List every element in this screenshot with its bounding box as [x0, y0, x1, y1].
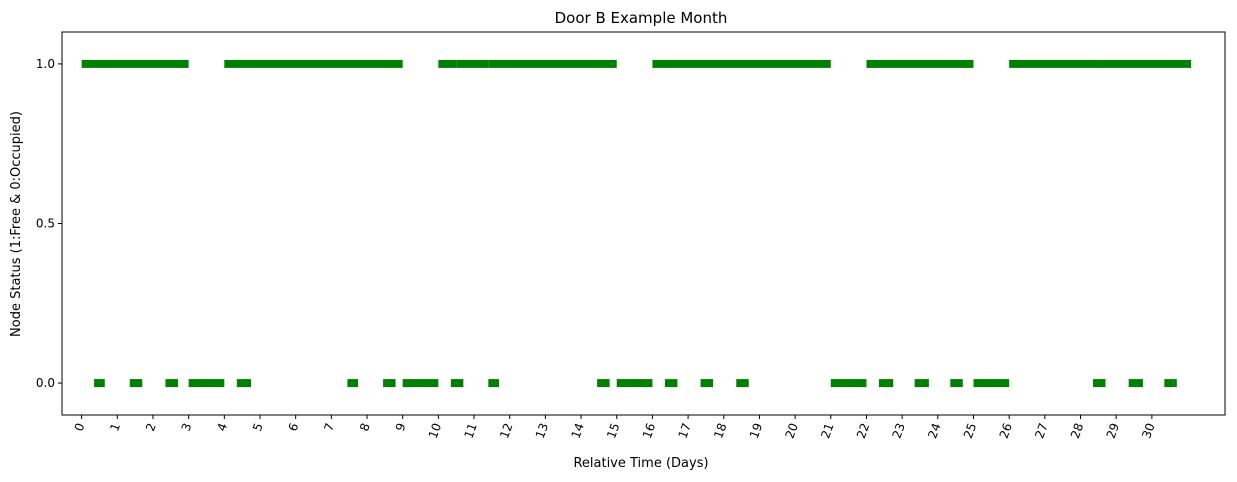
x-axis: 0 1 2 3 4 5 6 7 8 9 10 11 12 13 14 15 16 17 18 19 20 21 22 23 24… — [72, 415, 1158, 440]
status-0-segment — [830, 379, 867, 388]
status-0-segment — [188, 379, 225, 388]
status-0-segment — [383, 379, 396, 388]
status-0-segment — [129, 379, 143, 388]
x-tick-label: 7 — [321, 421, 337, 433]
status-0-segment — [597, 379, 610, 388]
x-tick-label: 22 — [854, 421, 872, 440]
x-tick-label: 5 — [250, 421, 266, 433]
status-1-segment — [81, 59, 189, 68]
x-tick-label: 16 — [640, 421, 658, 440]
x-tick-label: 20 — [783, 421, 801, 440]
status-1-segment — [224, 59, 403, 68]
x-tick-label: 6 — [286, 421, 302, 433]
status-0-segment — [1173, 379, 1177, 388]
x-tick-label: 0 — [72, 421, 88, 433]
x-tick-label: 21 — [818, 421, 836, 440]
x-tick-label: 15 — [604, 421, 622, 440]
x-tick-label: 27 — [1032, 421, 1050, 440]
status-0-segment — [700, 379, 714, 388]
status-0-segment — [402, 379, 439, 388]
status-0-segment — [664, 379, 678, 388]
x-axis-title: Relative Time (Days) — [573, 456, 708, 471]
status-1-segment — [866, 59, 974, 68]
y-tick-label: 0.0 — [36, 376, 55, 390]
x-tick-label: 25 — [961, 421, 979, 440]
status-0-segment — [1128, 379, 1143, 388]
status-0-segment — [1093, 379, 1106, 388]
status-1-segment — [488, 59, 617, 68]
x-tick-label: 1 — [107, 421, 123, 433]
x-tick-label: 14 — [569, 421, 587, 440]
x-tick-label: 4 — [214, 421, 230, 433]
x-tick-label: 2 — [143, 421, 159, 433]
x-tick-label: 26 — [997, 421, 1015, 440]
x-tick-label: 9 — [393, 421, 409, 433]
status-0-segment — [1164, 379, 1174, 388]
y-axis: 0.0 0.5 1.0 — [36, 57, 62, 390]
y-tick-label: 0.5 — [36, 217, 55, 231]
status-0-segment — [878, 379, 894, 388]
status-0-segment — [236, 379, 252, 388]
y-axis-title: Node Status (1:Free & 0:Occupied) — [9, 111, 24, 337]
x-tick-label: 18 — [711, 421, 729, 440]
x-tick-label: 17 — [676, 421, 694, 440]
x-tick-label: 3 — [179, 421, 195, 433]
x-tick-label: 29 — [1104, 421, 1122, 440]
status-1-segment — [456, 59, 489, 68]
y-tick-label: 1.0 — [36, 57, 55, 71]
x-tick-label: 24 — [925, 421, 943, 440]
chart-title: Door B Example Month — [555, 9, 728, 27]
status-0-segment — [973, 379, 1010, 388]
status-0-segment — [488, 379, 496, 388]
x-tick-label: 12 — [497, 421, 515, 440]
x-tick-label: 13 — [533, 421, 551, 440]
status-0-segment — [94, 379, 105, 388]
status-0-segment — [450, 379, 464, 388]
x-tick-label: 8 — [357, 421, 373, 433]
status-1-segment — [1101, 59, 1192, 68]
plot-frame — [61, 31, 1226, 416]
status-0-segment — [165, 379, 178, 388]
marks-layer — [81, 59, 1192, 388]
status-1-segment — [1009, 59, 1102, 68]
status-1-segment — [438, 59, 457, 68]
status-1-segment — [652, 59, 831, 68]
status-0-segment — [347, 379, 359, 388]
status-0-segment — [914, 379, 929, 388]
x-tick-label: 23 — [890, 421, 908, 440]
status-0-segment — [495, 379, 500, 388]
x-tick-label: 30 — [1139, 421, 1157, 440]
x-tick-label: 28 — [1068, 421, 1086, 440]
status-0-segment — [616, 379, 653, 388]
status-0-segment — [950, 379, 963, 388]
status-0-segment — [736, 379, 749, 388]
x-tick-label: 11 — [461, 421, 479, 440]
x-tick-label: 19 — [747, 421, 765, 440]
x-tick-label: 10 — [426, 421, 444, 440]
